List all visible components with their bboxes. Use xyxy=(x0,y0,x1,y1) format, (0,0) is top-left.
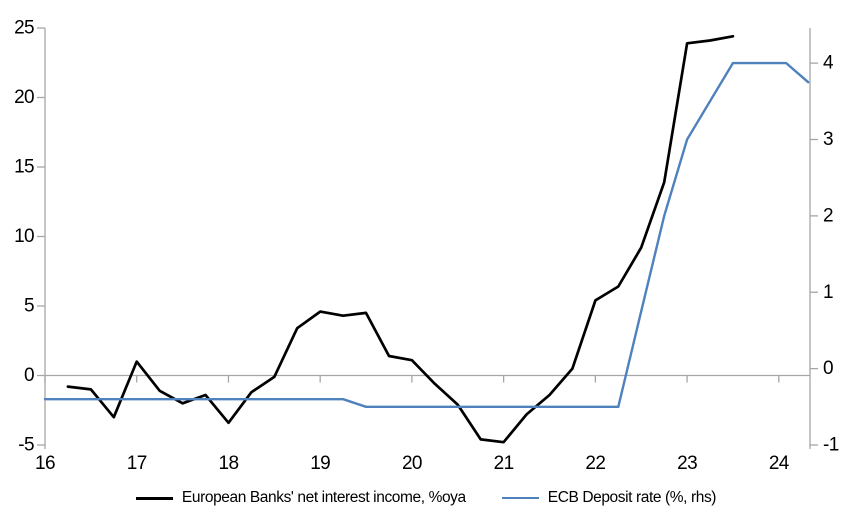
left-axis-tick-label: 0 xyxy=(24,365,34,386)
legend-item-ecb-deposit-rate: ECB Deposit rate (%, rhs) xyxy=(501,489,717,507)
left-axis-tick-label: 5 xyxy=(24,296,34,317)
right-axis-tick-label: -1 xyxy=(823,435,839,456)
right-axis-tick-label: 2 xyxy=(823,205,833,226)
net-interest-income-legend-label: European Banks' net interest income, %oy… xyxy=(181,489,466,506)
series-line-ecb-deposit-rate xyxy=(43,61,810,408)
right-axis-tick-label: 3 xyxy=(823,129,833,150)
legend-item-net-interest-income: European Banks' net interest income, %oy… xyxy=(135,489,466,507)
series-line-net-interest-income xyxy=(66,34,735,444)
x-axis-tick-label: 23 xyxy=(677,453,697,474)
x-axis-tick-label: 21 xyxy=(494,453,514,474)
x-axis-tick-label: 22 xyxy=(585,453,605,474)
left-axis-tick-label: 10 xyxy=(14,226,34,247)
right-axis-tick-label: 1 xyxy=(823,282,833,303)
x-axis-tick-label: 19 xyxy=(310,453,330,474)
left-axis-tick-label: 15 xyxy=(14,157,34,178)
right-axis-tick-label: 0 xyxy=(823,358,833,379)
net-interest-income-line-swatch xyxy=(135,496,173,500)
ecb-deposit-rate-line-swatch xyxy=(501,496,539,500)
left-axis-tick-label: -5 xyxy=(18,435,34,456)
chart-legend: European Banks' net interest income, %oy… xyxy=(0,489,852,507)
ecb-deposit-rate-legend-label: ECB Deposit rate (%, rhs) xyxy=(547,489,717,506)
x-axis-tick-label: 17 xyxy=(127,453,147,474)
x-axis-tick-label: 18 xyxy=(218,453,238,474)
right-axis-tick-label: 4 xyxy=(823,53,834,74)
left-axis-tick-label: 25 xyxy=(14,18,34,39)
left-axis-tick-label: 20 xyxy=(14,87,34,108)
x-axis-tick-label: 16 xyxy=(35,453,55,474)
x-axis-tick-label: 24 xyxy=(769,453,790,474)
x-axis-tick-label: 20 xyxy=(402,453,422,474)
